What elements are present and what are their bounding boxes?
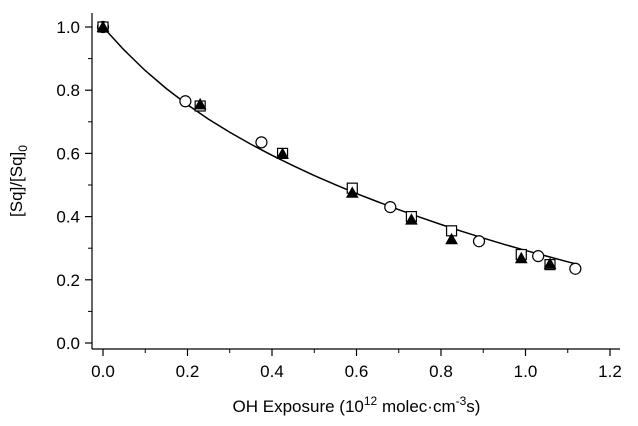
x-tick-label: 0.2 bbox=[176, 362, 200, 381]
data-points-layer bbox=[96, 20, 582, 275]
data-point-circle bbox=[179, 95, 192, 108]
x-axis-title-part: 12 bbox=[364, 394, 378, 408]
data-point-triangle bbox=[514, 251, 528, 264]
data-point-triangle bbox=[445, 232, 458, 245]
data-point-triangle bbox=[405, 213, 418, 225]
y-axis-title-part: [Sq]/[Sq] bbox=[7, 152, 26, 217]
x-tick-label: 0.6 bbox=[345, 362, 369, 381]
data-point-triangle bbox=[193, 97, 207, 110]
data-point-triangle bbox=[543, 257, 557, 269]
data-point-circle bbox=[532, 250, 545, 263]
x-axis-title-part: OH Exposure (10 bbox=[233, 397, 364, 416]
x-tick-label: 0.0 bbox=[91, 362, 115, 381]
data-point-circle bbox=[472, 235, 486, 248]
y-tick-label: 0.0 bbox=[56, 334, 80, 353]
y-axis-title: [Sq]/[Sq]0 bbox=[7, 145, 30, 217]
y-tick-label: 0.4 bbox=[56, 208, 80, 227]
x-tick-label: 1.0 bbox=[514, 362, 538, 381]
x-axis-title-part: molec·cm bbox=[377, 397, 455, 416]
y-axis-title-subscript: 0 bbox=[16, 145, 30, 152]
data-point-circle bbox=[384, 201, 397, 214]
x-tick-label: 0.4 bbox=[260, 362, 284, 381]
x-tick-label: 1.2 bbox=[598, 362, 622, 381]
data-point-circle bbox=[255, 136, 268, 149]
data-point-triangle bbox=[276, 147, 289, 159]
data-point-triangle bbox=[96, 20, 110, 32]
data-point-circle bbox=[569, 262, 582, 275]
x-axis-title-part: -3 bbox=[456, 394, 467, 408]
axis-labels-layer: OH Exposure (1012 molec·cm-3s) [Sq]/[Sq]0 bbox=[7, 145, 480, 416]
fit-curve-line bbox=[102, 26, 577, 265]
x-tick-label: 0.8 bbox=[429, 362, 453, 381]
y-tick-label: 1.0 bbox=[56, 18, 80, 37]
x-axis-title-part: s) bbox=[466, 397, 480, 416]
y-tick-label: 0.2 bbox=[56, 271, 80, 290]
y-tick-label: 0.6 bbox=[56, 144, 80, 163]
fit-curve-layer bbox=[102, 26, 577, 265]
y-tick-label: 0.8 bbox=[56, 81, 80, 100]
x-axis-title: OH Exposure (1012 molec·cm-3s) bbox=[233, 394, 481, 416]
axes-layer: 0.0 0.2 0.4 0.6 0.8 1.0 1.2 0.0 0.2 0.4 0.6 0.8 1.0 bbox=[56, 13, 622, 381]
data-point-triangle bbox=[345, 186, 359, 198]
